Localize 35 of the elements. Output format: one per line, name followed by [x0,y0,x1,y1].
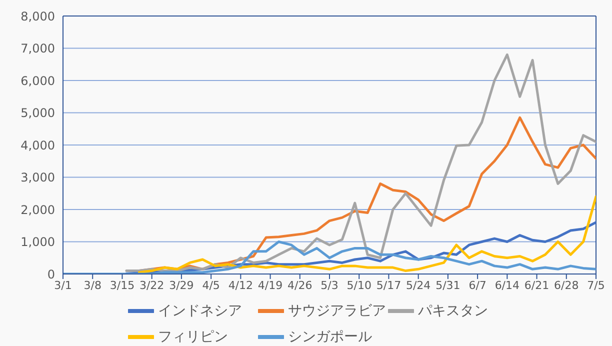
line-series [138,195,596,274]
x-tick-label: 5/17 [376,278,402,292]
line-series [125,53,596,272]
x-tick-label: 3/22 [139,278,164,292]
x-tick-label: 3/1 [54,278,72,292]
x-tick-label: 6/28 [554,278,579,292]
y-tick-label: 1,000 [20,235,55,250]
x-tick-label: 5/10 [346,278,372,292]
y-tick-label: 0 [47,267,55,282]
x-tick-label: 6/21 [524,278,550,292]
x-tick-label: 5/24 [406,278,431,292]
x-tick-label: 7/5 [587,278,605,292]
legend-label: インドネシア [158,302,242,320]
legend-label: パキスタン [418,302,488,320]
x-tick-label: 5/3 [320,278,338,292]
legend-label: サウジアラビア [288,302,386,320]
legend-label: シンガポール [288,328,372,346]
x-tick-label: 6/7 [468,278,486,292]
x-tick-label: 4/5 [202,278,220,292]
x-tick-label: 3/8 [84,278,102,292]
y-tick-label: 5,000 [20,106,55,120]
x-tick-label: 4/19 [258,278,283,292]
y-tick-label: 4,000 [20,138,55,152]
x-tick-label: 3/29 [169,278,194,292]
y-tick-label: 7,000 [20,42,55,56]
x-tick-label: 4/12 [228,278,254,292]
x-tick-label: 6/14 [494,278,520,292]
x-tick-label: 5/31 [436,278,460,292]
y-tick-label: 2,000 [20,202,55,217]
y-tick-label: 3,000 [20,170,55,185]
x-tick-label: 3/15 [110,278,135,292]
x-tick-label: 4/26 [288,278,312,292]
y-tick-label: 6,000 [20,74,55,88]
y-tick-label: 8,000 [20,9,55,24]
legend-label: フィリピン [158,328,228,346]
